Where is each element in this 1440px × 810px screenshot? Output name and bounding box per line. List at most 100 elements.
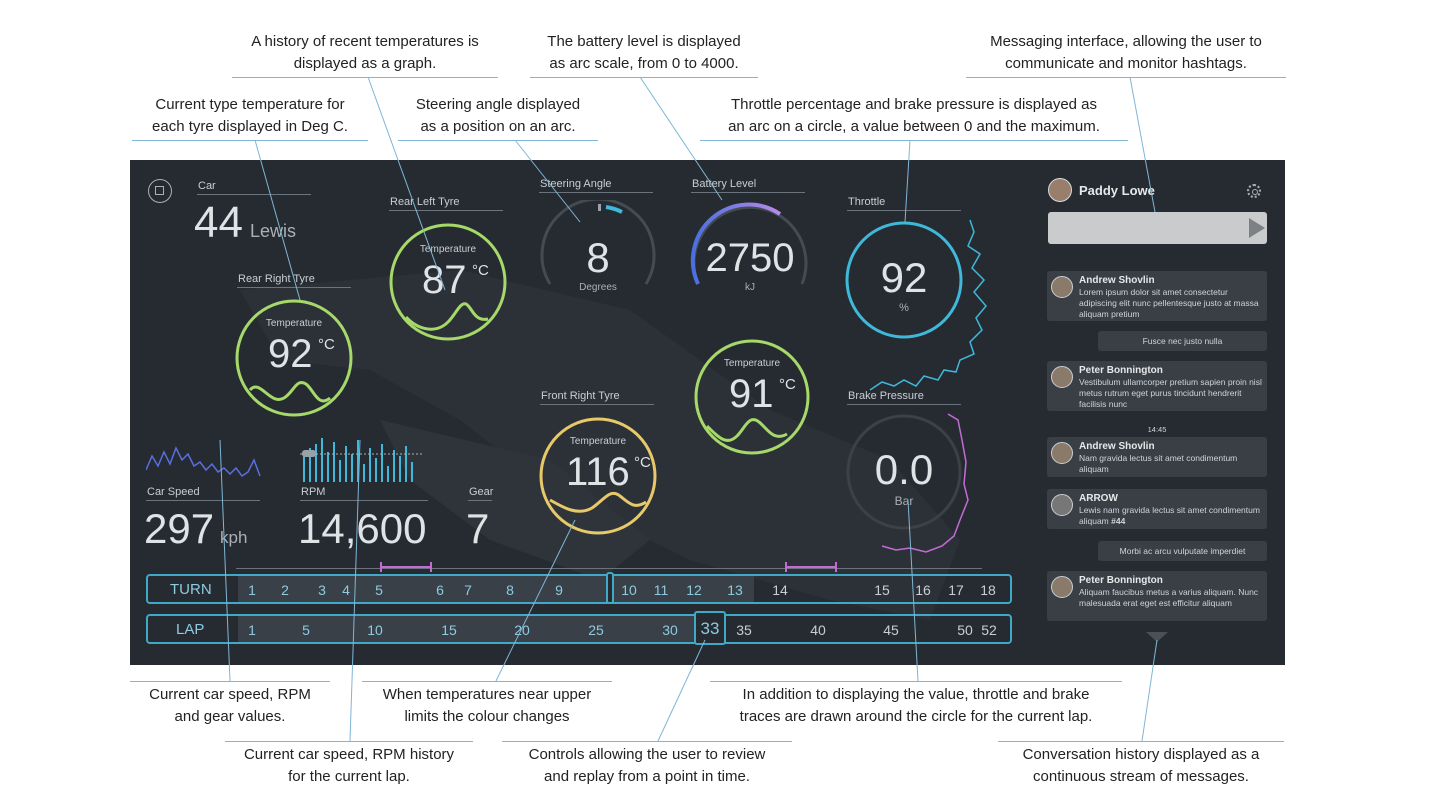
lap-current-marker[interactable]: 33	[694, 611, 726, 645]
annotation-underline	[530, 77, 758, 78]
timestamp: 14:45	[1147, 425, 1167, 434]
chat-message: ARROW Lewis nam gravida lectus sit amet …	[1047, 489, 1267, 529]
throttle-underline	[847, 210, 961, 211]
rpm-value: 14,600	[298, 505, 427, 552]
chat-user-name: Paddy Lowe	[1079, 183, 1155, 198]
turn-number[interactable]: 8	[506, 582, 514, 598]
turn-number[interactable]: 2	[281, 582, 289, 598]
lap-timeline[interactable]: LAP 1 5 10 15 20 25 30 33 35 40 45 50 52	[146, 611, 1012, 645]
message-author: Peter Bonnington	[1079, 575, 1163, 586]
rear-right-history-trace	[248, 381, 331, 403]
turn-number[interactable]: 18	[980, 582, 996, 598]
brake-ring	[846, 414, 962, 530]
speed-unit: kph	[220, 528, 248, 547]
lap-number[interactable]: 45	[883, 622, 899, 638]
author-avatar	[1051, 366, 1073, 388]
turn-label: TURN	[170, 581, 212, 598]
turn-range-marker-right[interactable]	[785, 562, 837, 572]
menu-icon[interactable]	[148, 179, 172, 203]
steering-unit: Degrees	[579, 282, 617, 293]
brake-value: 0.0	[874, 446, 934, 493]
reply-bubble: Fusce nec justo nulla	[1098, 331, 1267, 351]
rear-right-label: Rear Right Tyre	[238, 273, 315, 285]
throttle-label: Throttle	[848, 196, 886, 208]
steering-label: Steering Angle	[540, 178, 612, 190]
lap-played-region	[238, 616, 694, 642]
chat-message: Peter Bonnington Aliquam faucibus metus …	[1047, 571, 1267, 621]
lap-number[interactable]: 40	[810, 622, 826, 638]
brake-underline	[847, 404, 961, 405]
hashtag[interactable]: #44	[1111, 516, 1126, 526]
battery-level-arc	[690, 202, 782, 285]
scroll-down-icon[interactable]	[1146, 632, 1168, 642]
steering-position-marker	[605, 205, 623, 214]
annotation-overline	[130, 681, 330, 682]
annotation-messaging: Messaging interface, allowing the user t…	[990, 33, 1262, 72]
turn-number[interactable]: 7	[464, 582, 472, 598]
turn-number[interactable]: 1	[248, 582, 256, 598]
lap-number[interactable]: 15	[441, 622, 457, 638]
gear-icon[interactable]	[1247, 184, 1261, 198]
lap-number[interactable]: 1	[248, 622, 256, 638]
battery-underline	[691, 192, 805, 193]
battery-gauge: 2750 kJ	[688, 200, 812, 324]
annotation-speed-history: Current car speed, RPM history for the c…	[243, 746, 455, 785]
turn-number[interactable]: 17	[948, 582, 964, 598]
front-left-history-trace	[705, 418, 788, 442]
rear-left-caption: Temperature	[419, 244, 477, 255]
front-right-value: 116	[566, 450, 630, 494]
lap-number[interactable]: 35	[736, 622, 752, 638]
author-avatar	[1051, 442, 1073, 464]
timeline-scale-line	[236, 568, 982, 569]
rpm-underline	[300, 500, 428, 501]
message-text: Lorem ipsum dolor sit amet consectetur a…	[1079, 287, 1259, 319]
lap-number[interactable]: 20	[514, 622, 530, 638]
track-map-background	[240, 270, 960, 620]
rpm-history-chart	[300, 438, 424, 482]
lap-number[interactable]: 50	[957, 622, 973, 638]
lap-current-value: 33	[700, 619, 720, 638]
turn-number[interactable]: 16	[915, 582, 931, 598]
annotation-conversation: Conversation history displayed as a cont…	[1022, 746, 1260, 785]
annotation-underline	[966, 77, 1286, 78]
front-right-underline	[540, 404, 654, 405]
lap-number[interactable]: 10	[367, 622, 383, 638]
turn-number[interactable]: 6	[436, 582, 444, 598]
turn-number[interactable]: 9	[555, 582, 563, 598]
turn-number[interactable]: 14	[772, 582, 788, 598]
send-icon[interactable]	[1249, 218, 1265, 238]
speed-label: Car Speed	[147, 486, 200, 498]
turn-number[interactable]: 13	[727, 582, 743, 598]
rear-left-gauge: Temperature 87 °C	[388, 222, 508, 342]
message-input[interactable]	[1048, 212, 1267, 244]
lap-number[interactable]: 5	[302, 622, 310, 638]
turn-number[interactable]: 12	[686, 582, 702, 598]
rear-right-ring	[235, 299, 353, 417]
lap-number[interactable]: 52	[981, 622, 997, 638]
rear-right-gauge: Temperature 92 °C	[234, 298, 354, 418]
battery-label: Battery Level	[692, 178, 757, 190]
message-text: Nam gravida lectus sit amet condimentum …	[1079, 453, 1238, 474]
turn-number[interactable]: 3	[318, 582, 326, 598]
annotation-underline	[398, 140, 598, 141]
rear-left-label: Rear Left Tyre	[390, 196, 460, 208]
turn-number[interactable]: 11	[653, 582, 669, 598]
throttle-gauge: 92 %	[842, 218, 966, 342]
turn-number[interactable]: 10	[621, 582, 637, 598]
front-right-label: Front Right Tyre	[541, 390, 620, 402]
turn-number[interactable]: 4	[342, 582, 350, 598]
turn-number[interactable]: 15	[874, 582, 890, 598]
annotation-overline	[998, 741, 1284, 742]
turn-playhead[interactable]	[606, 572, 614, 604]
throttle-ring	[845, 221, 963, 339]
turn-range-marker-left[interactable]	[380, 562, 432, 572]
turn-number[interactable]: 5	[375, 582, 383, 598]
lap-number[interactable]: 30	[662, 622, 678, 638]
annotation-speed-values: Current car speed, RPM and gear values.	[149, 686, 311, 725]
lap-number[interactable]: 25	[588, 622, 604, 638]
steering-value: 8	[586, 234, 610, 281]
turn-timeline[interactable]: TURN 1 2 3 4 5 6 7 8 9 10 11 12 13 14 15…	[146, 572, 1012, 604]
user-avatar	[1048, 178, 1072, 202]
turn-played-region	[238, 576, 754, 602]
front-right-unit: °C	[634, 454, 651, 471]
